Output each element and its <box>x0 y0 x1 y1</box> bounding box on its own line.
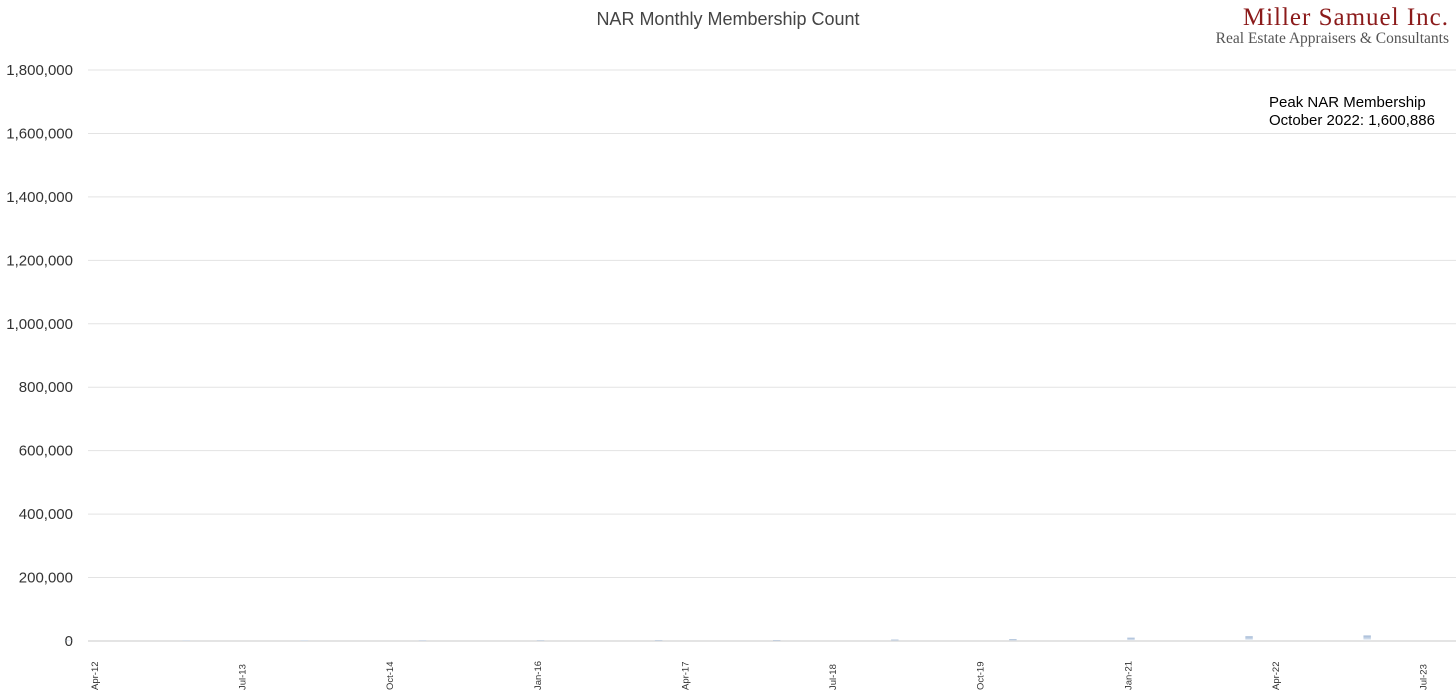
gridlines <box>88 69 1456 642</box>
y-tick-label: 1,400,000 <box>6 189 73 206</box>
y-tick-label: 1,000,000 <box>6 316 73 333</box>
x-axis: Apr-12 Jul-13 Oct-14 Jan-16 Apr-17 Jul-18 Oct-… <box>90 661 1429 690</box>
y-tick-label: 200,000 <box>19 570 73 587</box>
data-bar <box>536 640 545 641</box>
peak-annotation: Peak NAR Membership October 2022: 1,600,… <box>1269 94 1435 129</box>
data-bar <box>1363 635 1371 641</box>
annotation-line-2: October 2022: 1,600,886 <box>1269 112 1435 129</box>
y-tick-label: 0 <box>65 633 73 650</box>
y-tick-label: 600,000 <box>19 443 73 460</box>
y-tick-label: 1,800,000 <box>6 62 73 79</box>
y-tick-label: 1,200,000 <box>6 252 73 269</box>
x-tick-label: Jan-21 <box>1123 661 1134 690</box>
x-tick-label: Oct-19 <box>976 661 987 690</box>
chart-title: NAR Monthly Membership Count <box>596 9 859 29</box>
x-tick-label: Jan-16 <box>533 661 544 690</box>
x-tick-label: Oct-14 <box>385 661 396 690</box>
brand-name: Miller Samuel Inc. <box>1243 4 1449 31</box>
data-bar <box>1245 636 1253 641</box>
data-bar <box>891 639 899 641</box>
x-tick-label: Apr-12 <box>90 661 101 690</box>
area-series <box>64 635 1371 641</box>
x-tick-label: Jul-13 <box>238 664 249 690</box>
y-tick-label: 400,000 <box>19 506 73 523</box>
y-tick-label: 1,600,000 <box>6 125 73 142</box>
brand-tagline: Real Estate Appraisers & Consultants <box>1216 30 1449 47</box>
x-tick-label: Apr-17 <box>680 661 691 690</box>
x-tick-label: Apr-22 <box>1271 661 1282 690</box>
data-bar <box>1009 639 1017 641</box>
brand-logo: Miller Samuel Inc. Real Estate Appraiser… <box>1216 4 1449 47</box>
data-bar <box>773 640 781 641</box>
data-bar <box>654 640 663 641</box>
y-axis: 0 200,000 400,000 600,000 800,000 1,000,000 1,… <box>6 62 73 650</box>
annotation-line-1: Peak NAR Membership <box>1269 94 1426 111</box>
x-tick-label: Jul-23 <box>1418 664 1429 690</box>
data-bar <box>1127 637 1135 641</box>
y-tick-label: 800,000 <box>19 379 73 396</box>
x-tick-label: Jul-18 <box>828 664 839 690</box>
data-bar <box>300 640 309 641</box>
data-bar <box>418 640 427 641</box>
